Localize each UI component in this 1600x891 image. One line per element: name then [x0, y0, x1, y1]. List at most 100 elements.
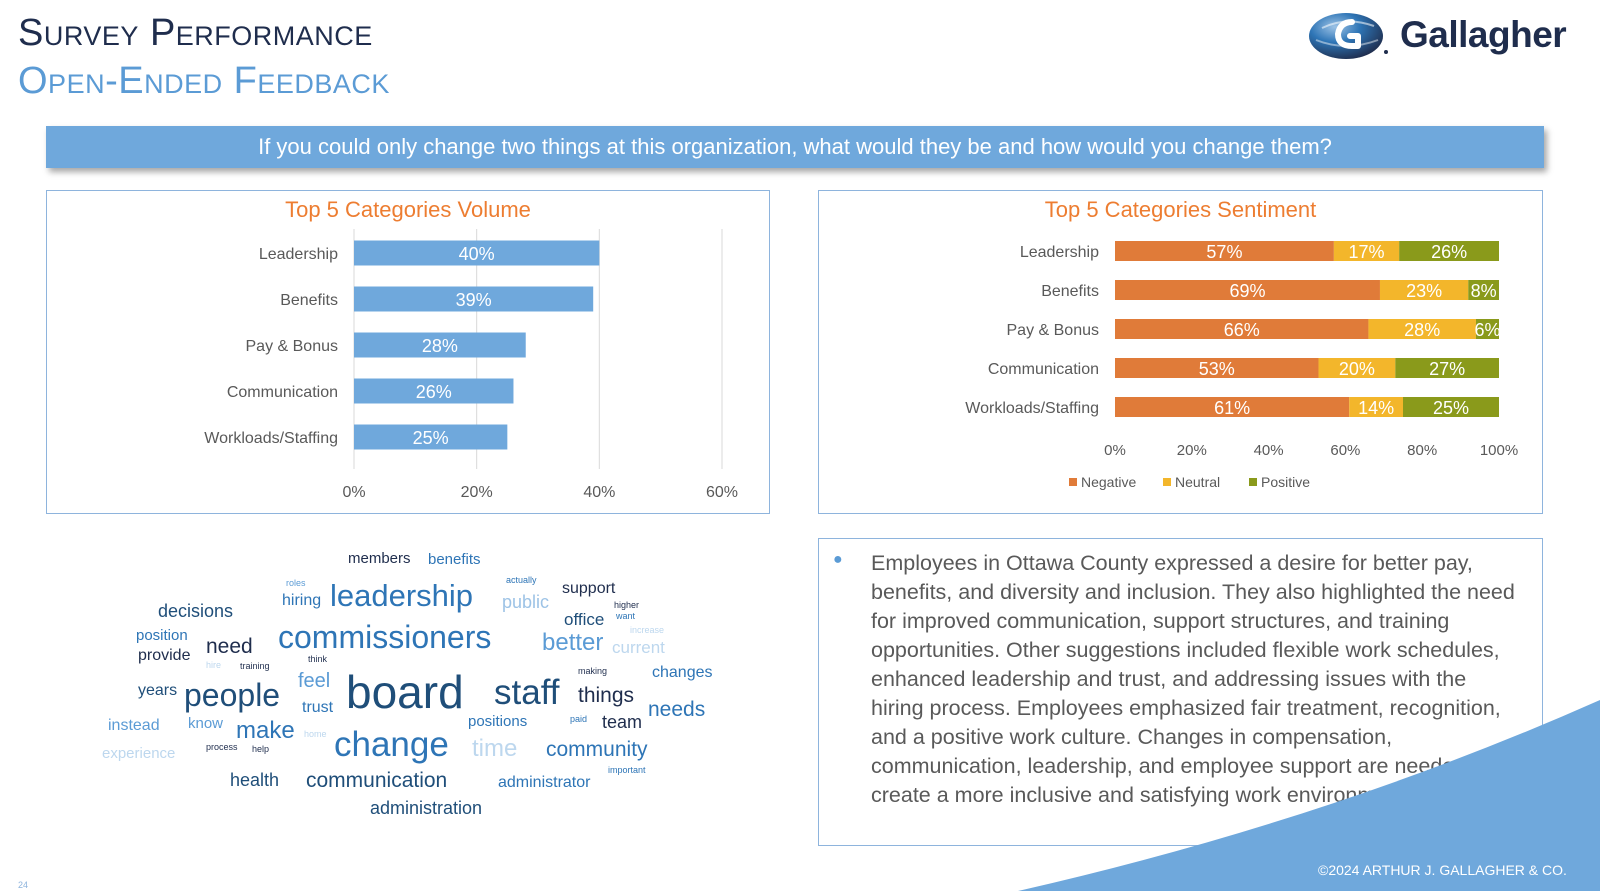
- bullet-icon: ●: [833, 551, 843, 568]
- cloud-word: making: [578, 666, 608, 676]
- sentiment-data-label: 57%: [1206, 242, 1242, 262]
- sentiment-data-label: 23%: [1406, 281, 1442, 301]
- sentiment-data-label: 17%: [1349, 242, 1385, 262]
- sentiment-bar-neutral: [1318, 358, 1396, 378]
- cloud-word: want: [616, 611, 636, 621]
- sentiment-bar-positive: [1395, 358, 1499, 378]
- sentiment-data-label: 20%: [1339, 359, 1375, 379]
- sentiment-data-label: 25%: [1433, 398, 1469, 418]
- legend-swatch-positive: [1249, 478, 1257, 486]
- sentiment-bar-positive: [1475, 319, 1499, 339]
- cloud-word: team: [602, 712, 643, 732]
- cloud-word: higher: [614, 600, 640, 610]
- sentiment-x-tick: 60%: [1330, 442, 1360, 459]
- volume-bar: [354, 240, 600, 266]
- summary-panel: ● Employees in Ottawa County expressed a…: [818, 538, 1543, 846]
- sentiment-bar-neutral: [1368, 319, 1476, 339]
- page-subtitle: Open-Ended Feedback: [18, 60, 390, 102]
- sentiment-bar-negative: [1115, 397, 1350, 417]
- legend-label-positive: Positive: [1261, 474, 1310, 490]
- cloud-word: administration: [370, 798, 483, 818]
- sentiment-data-label: 8%: [1471, 281, 1497, 301]
- sentiment-chart-panel: Top 5 Categories Sentiment 0% 20% 40% 60% 80…: [818, 190, 1543, 514]
- sentiment-data-label: 61%: [1214, 398, 1250, 418]
- volume-x-tick: 0%: [342, 484, 365, 501]
- cloud-word: change: [334, 725, 449, 764]
- survey-question: If you could only change two things at t…: [46, 126, 1544, 168]
- cloud-word: provide: [138, 647, 191, 664]
- sentiment-bar-neutral: [1333, 241, 1400, 261]
- sentiment-data-label: 53%: [1199, 359, 1235, 379]
- cloud-word: make: [236, 717, 295, 744]
- sentiment-x-tick: 0%: [1104, 442, 1126, 459]
- cloud-word: trust: [302, 699, 334, 716]
- cloud-word: office: [564, 610, 605, 629]
- cloud-word: increase: [630, 625, 665, 635]
- sentiment-bar-negative: [1115, 241, 1334, 261]
- sentiment-data-label: 69%: [1229, 281, 1265, 301]
- cloud-word: positions: [468, 713, 528, 730]
- cloud-word: training: [240, 661, 270, 671]
- sentiment-bar-negative: [1115, 280, 1380, 300]
- cloud-word: communication: [306, 769, 448, 792]
- cloud-word: paid: [570, 714, 588, 724]
- sentiment-chart: 0% 20% 40% 60% 80% 100% Leadership 57% 17% 26% Ben…: [965, 241, 1518, 490]
- copyright-text: ©2024 ARTHUR J. GALLAGHER & CO.: [1318, 862, 1567, 878]
- cloud-word: time: [472, 735, 518, 762]
- legend-swatch-negative: [1069, 478, 1077, 486]
- cloud-word: help: [252, 744, 270, 754]
- sentiment-data-label: 66%: [1224, 320, 1260, 340]
- sentiment-category-label: Communication: [988, 361, 1099, 378]
- cloud-word: years: [138, 682, 178, 699]
- volume-data-label: 40%: [459, 244, 495, 264]
- sentiment-data-label: 6%: [1474, 320, 1500, 340]
- cloud-word: home: [304, 729, 327, 739]
- sentiment-bar-negative: [1115, 358, 1319, 378]
- cloud-word: important: [608, 765, 646, 775]
- cloud-word: position: [136, 627, 188, 644]
- cloud-word: experience: [102, 745, 176, 762]
- sentiment-bar-positive: [1399, 241, 1499, 261]
- legend-swatch-neutral: [1163, 478, 1171, 486]
- sentiment-category-label: Workloads/Staffing: [965, 400, 1099, 417]
- cloud-word: commissioners: [278, 619, 492, 655]
- volume-bar: [354, 286, 594, 312]
- logo-text: Gallagher: [1400, 14, 1567, 55]
- cloud-word: board: [346, 666, 464, 718]
- cloud-word: process: [206, 742, 238, 752]
- cloud-word: public: [502, 592, 550, 612]
- sentiment-category-label: Leadership: [1020, 244, 1099, 261]
- cloud-word: benefits: [428, 551, 481, 568]
- cloud-word: support: [562, 580, 616, 597]
- cloud-word: hiring: [282, 592, 322, 609]
- cloud-word: changes: [652, 664, 713, 681]
- volume-x-tick: 40%: [583, 484, 615, 501]
- cloud-word: actually: [506, 575, 537, 585]
- sentiment-chart-title: Top 5 Categories Sentiment: [1044, 197, 1317, 222]
- cloud-word: feel: [298, 670, 331, 692]
- cloud-word: members: [348, 550, 411, 567]
- volume-chart-panel: Top 5 Categories Volume 0% 20% 40% 60% Leade…: [46, 190, 770, 514]
- gallagher-logo: Gallagher: [1308, 10, 1588, 62]
- cloud-word: needs: [648, 698, 706, 721]
- summary-text: Employees in Ottawa County expressed a d…: [871, 551, 1515, 807]
- legend-label-neutral: Neutral: [1175, 474, 1220, 490]
- volume-data-label: 28%: [422, 336, 458, 356]
- sentiment-x-tick: 40%: [1254, 442, 1284, 459]
- cloud-word: better: [542, 629, 604, 656]
- page-title: Survey Performance: [18, 12, 373, 54]
- volume-category-label: Leadership: [259, 246, 338, 263]
- volume-data-label: 26%: [416, 382, 452, 402]
- sentiment-bar-positive: [1468, 280, 1499, 300]
- sentiment-data-label: 28%: [1404, 320, 1440, 340]
- volume-bar: [354, 424, 508, 450]
- sentiment-data-label: 14%: [1358, 398, 1394, 418]
- cloud-word: hire: [206, 660, 222, 670]
- cloud-word: current: [612, 638, 665, 657]
- cloud-word: administrator: [498, 774, 591, 791]
- cloud-word: health: [230, 770, 280, 790]
- sentiment-data-label: 26%: [1431, 242, 1467, 262]
- sentiment-data-label: 27%: [1429, 359, 1465, 379]
- cloud-word: know: [188, 715, 224, 732]
- volume-category-label: Benefits: [280, 292, 338, 309]
